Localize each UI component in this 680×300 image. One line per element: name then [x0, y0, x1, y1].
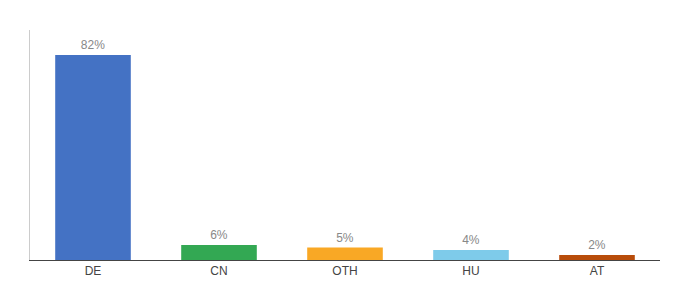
svg-text:2%: 2%	[588, 238, 606, 252]
svg-text:DE: DE	[85, 264, 102, 278]
svg-text:AT: AT	[590, 264, 605, 278]
svg-text:82%: 82%	[81, 38, 105, 52]
svg-text:HU: HU	[462, 264, 479, 278]
svg-text:5%: 5%	[336, 231, 354, 245]
svg-text:CN: CN	[210, 264, 227, 278]
svg-text:6%: 6%	[210, 228, 228, 242]
svg-text:4%: 4%	[462, 233, 480, 247]
svg-text:OTH: OTH	[332, 264, 357, 278]
